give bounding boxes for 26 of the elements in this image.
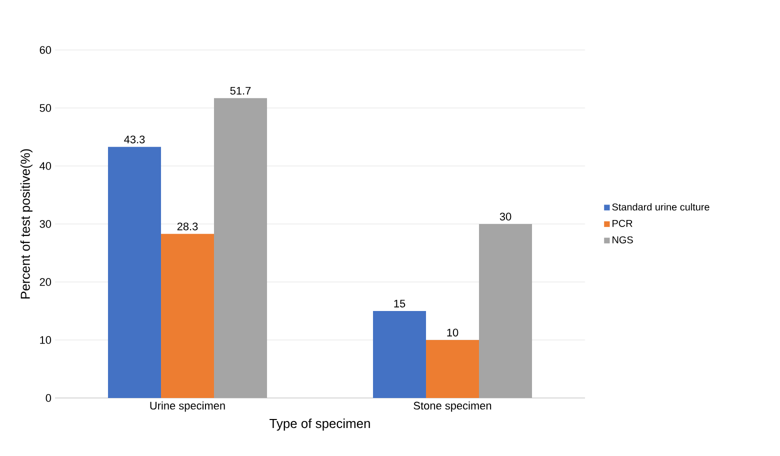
data-label: 51.7 [230, 86, 251, 95]
legend-label: PCR [612, 220, 632, 227]
bar [161, 234, 214, 398]
data-label: 28.3 [177, 222, 198, 230]
x-tick-label: Urine specimen [150, 402, 225, 412]
bar [479, 224, 532, 398]
bar [108, 146, 162, 398]
y-tick-label: 50 [40, 104, 52, 112]
data-label: 43.3 [124, 136, 145, 144]
y-tick-label: 60 [40, 46, 52, 54]
y-tick-label: 20 [40, 278, 52, 286]
legend-label: NGS [612, 236, 633, 244]
data-label: 10 [447, 328, 458, 336]
bar [214, 98, 268, 398]
y-axis-title: Percent of test positive(%) [20, 149, 32, 299]
data-label: 15 [394, 300, 406, 308]
data-label: 30 [500, 212, 512, 220]
bar [373, 310, 426, 398]
y-tick-label: 30 [40, 220, 52, 228]
y-tick-label: 40 [40, 162, 52, 170]
x-axis-title: Type of specimen [270, 418, 370, 431]
y-tick-label: 10 [40, 336, 52, 344]
y-tick-label: 0 [46, 394, 52, 402]
bar [426, 340, 480, 398]
x-tick-label: Stone specimen [414, 402, 492, 412]
legend-label: Standard urine culture [612, 203, 710, 211]
